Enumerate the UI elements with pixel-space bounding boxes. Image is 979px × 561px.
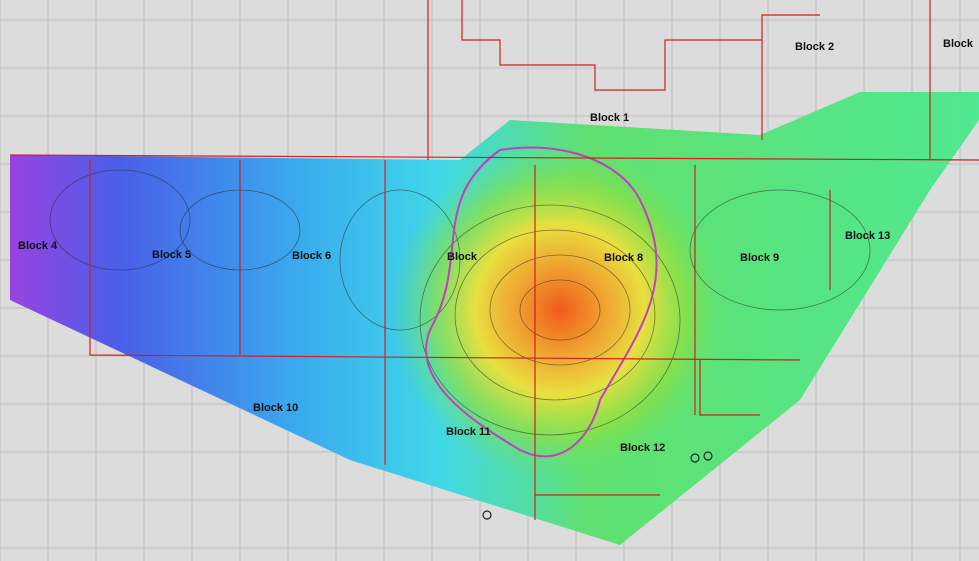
well-markers <box>482 451 713 520</box>
block-label: Block 8 <box>604 252 643 264</box>
block-label: Block 2 <box>795 41 834 53</box>
block-label: Block 9 <box>740 252 779 264</box>
block-label: Block 1 <box>590 112 629 124</box>
block-label: Block 4 <box>18 240 58 252</box>
block-label: Block 5 <box>152 249 191 261</box>
block-label: Block 11 <box>446 426 491 438</box>
block-label: Block 6 <box>292 250 331 262</box>
block-label: Block 10 <box>253 402 298 414</box>
block-label: Block <box>447 251 478 263</box>
block-label: Block 12 <box>620 442 665 454</box>
block-label: Block <box>943 38 974 50</box>
block-lines <box>9 0 979 520</box>
labels: Block 1 Block 2 Block Block 4 Block 5 Block 6… <box>18 38 974 454</box>
block-label: Block 13 <box>845 230 890 242</box>
boundary-outline <box>425 146 658 458</box>
